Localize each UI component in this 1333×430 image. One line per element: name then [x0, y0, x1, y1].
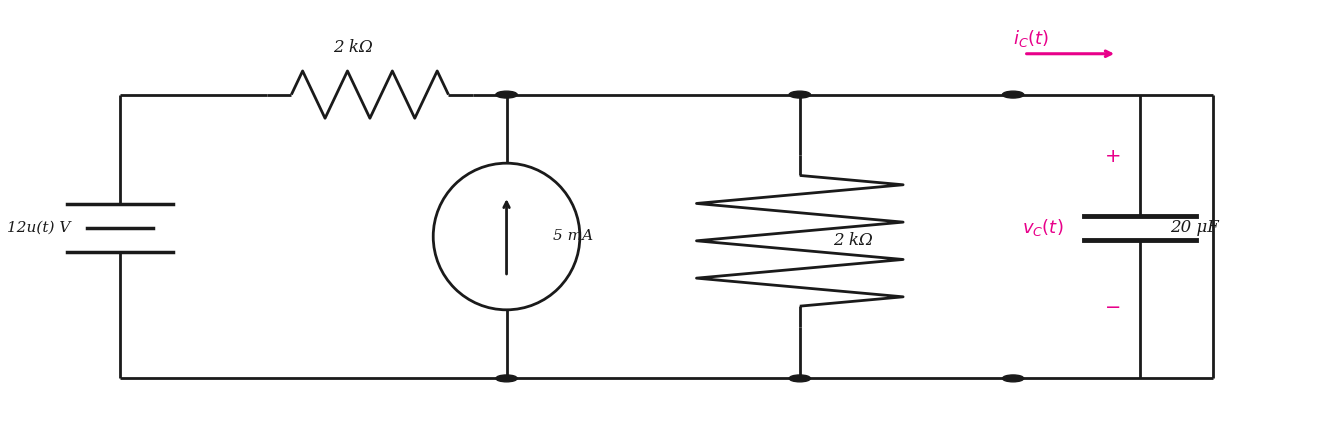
- Circle shape: [1002, 375, 1024, 382]
- Text: 2 kΩ: 2 kΩ: [333, 39, 373, 56]
- Text: $i_C(t)$: $i_C(t)$: [1013, 28, 1049, 49]
- Text: 20 μF: 20 μF: [1170, 219, 1220, 237]
- Circle shape: [1002, 91, 1024, 98]
- Circle shape: [789, 91, 810, 98]
- Circle shape: [496, 375, 517, 382]
- Text: $v_C(t)$: $v_C(t)$: [1022, 218, 1064, 238]
- Text: 2 kΩ: 2 kΩ: [833, 232, 873, 249]
- Text: +: +: [1105, 147, 1121, 166]
- Circle shape: [789, 375, 810, 382]
- Text: 12u(t) V: 12u(t) V: [7, 221, 71, 235]
- Text: −: −: [1105, 298, 1121, 317]
- Text: 5 mA: 5 mA: [553, 230, 593, 243]
- Circle shape: [496, 91, 517, 98]
